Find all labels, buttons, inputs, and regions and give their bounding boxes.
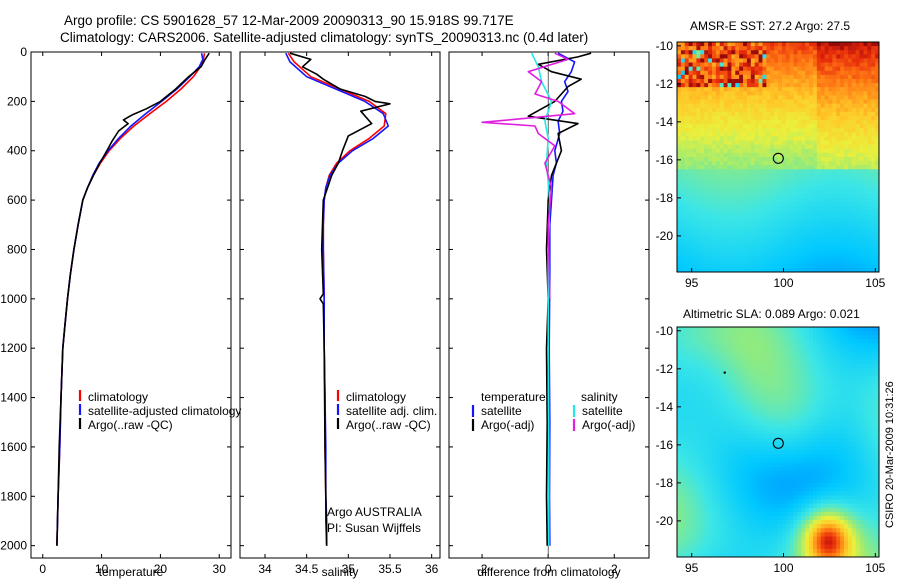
- x-tick-label: 20: [154, 562, 168, 576]
- timestamp-stamp: CSIRO 20-Mar-2009 10:31:26: [884, 381, 896, 528]
- note-text: Argo AUSTRALIA: [327, 505, 422, 519]
- legend: temperature salinitysatelliteArgo(-adj)sa…: [471, 390, 635, 432]
- y-tick-label: 2000: [0, 539, 27, 553]
- sst-map: 95 100 105 -10 -12 -14 -16 -18 -20: [656, 39, 886, 290]
- legend-entry: Argo(-adj): [582, 418, 635, 432]
- x-tick-label: 10: [95, 562, 109, 576]
- y-tick-label: -18: [656, 476, 674, 490]
- map-frame: [676, 41, 880, 273]
- legend-header: salinity: [581, 390, 618, 404]
- y-tick-label: -12: [656, 77, 674, 91]
- y-tick-label: 600: [7, 193, 27, 207]
- x-axis-label: temperature: [99, 565, 164, 579]
- series-line-climatology: [287, 52, 387, 546]
- y-tick-label: 0: [20, 45, 27, 59]
- y-tick-label: -10: [656, 324, 674, 338]
- plot-frame: [239, 51, 441, 559]
- x-tick-label: 30: [213, 562, 227, 576]
- y-tick-label: 1600: [0, 440, 27, 454]
- figure-title-line1: Argo profile: CS 5901628_57 12-Mar-2009 …: [64, 13, 514, 28]
- y-tick-label: -18: [656, 191, 674, 205]
- series-line-satellite-adjusted-climatology: [56, 53, 204, 546]
- x-tick-label: 35.5: [378, 562, 402, 576]
- y-tick-label: 400: [7, 144, 27, 158]
- series-line-salinity-argo-adj-: [481, 52, 576, 299]
- series-line-temperature-satellite: [548, 52, 576, 546]
- x-tick-label: 100: [773, 561, 793, 575]
- map-frame: [676, 326, 880, 558]
- legend-entry: satellite: [582, 404, 623, 418]
- x-tick-label: 0: [545, 562, 552, 576]
- x-tick-label: 2: [611, 562, 618, 576]
- y-tick-label: 800: [7, 242, 27, 256]
- series-line-argo-raw-qc-: [56, 52, 210, 546]
- x-axis-label: salinity: [322, 565, 359, 579]
- y-tick-label: -12: [656, 362, 674, 376]
- x-tick-label: 34: [258, 562, 272, 576]
- x-tick-label: 95: [685, 561, 699, 575]
- argo-position-marker: [772, 152, 784, 164]
- y-tick-label: -20: [656, 514, 674, 528]
- y-tick-label: -10: [656, 39, 674, 53]
- y-tick-label: -14: [656, 115, 674, 129]
- y-tick-label: -16: [656, 153, 674, 167]
- sla-map-title: Altimetric SLA: 0.089 Argo: 0.021: [683, 307, 860, 321]
- x-tick-label: 95: [685, 276, 699, 290]
- legend-entry: climatology: [88, 390, 148, 404]
- sla-map: 95 100 105 -10 -12 -14 -16 -18 -20: [656, 324, 886, 575]
- legend-header: temperature: [481, 390, 546, 404]
- y-tick-label: 1000: [0, 292, 27, 306]
- y-tick-label: 200: [7, 94, 27, 108]
- plot-frame: [448, 51, 650, 559]
- legend-entry: satellite-adjusted climatology: [88, 404, 241, 418]
- series-line-temperature-argo-adj-: [527, 52, 592, 546]
- legend-entry: climatology: [346, 390, 406, 404]
- x-tick-label: 36: [425, 562, 439, 576]
- plot-frame: [30, 51, 232, 559]
- y-tick-label: -16: [656, 438, 674, 452]
- figure-title-line2: Climatology: CARS2006. Satellite-adjuste…: [60, 30, 589, 45]
- y-tick-label: -14: [656, 400, 674, 414]
- y-tick-label: -20: [656, 229, 674, 243]
- sst-map-title: AMSR-E SST: 27.2 Argo: 27.5: [690, 19, 851, 33]
- legend-entry: Argo(..raw -QC): [346, 418, 431, 432]
- y-tick-label: 1400: [0, 391, 27, 405]
- y-tick-label: 1800: [0, 489, 27, 503]
- legend-entry: satellite adj. clim.: [346, 404, 437, 418]
- island-dot: [723, 371, 726, 374]
- profile-panel-salinity: 34 34.5 35 35.5 36 salinity climatologysatelli…: [239, 51, 441, 579]
- x-tick-label: 34.5: [295, 562, 319, 576]
- x-tick-label: 105: [865, 276, 885, 290]
- x-axis-label: difference from climatology: [477, 565, 620, 579]
- x-tick-label: -2: [477, 562, 488, 576]
- series-line-argo-raw-qc-: [289, 52, 391, 546]
- series-line-satellite-adj-clim-: [285, 52, 390, 546]
- x-tick-label: 105: [865, 561, 885, 575]
- argo-position-marker: [772, 437, 784, 449]
- x-tick-label: 100: [773, 276, 793, 290]
- legend-entry: Argo(-adj): [481, 418, 534, 432]
- profile-panel-temperature: 0 10 20 30 0 200 400 600 800 1000 1200 1400 1600 1800…: [0, 45, 241, 579]
- legend-entry: satellite: [481, 404, 522, 418]
- y-tick-label: 1200: [0, 341, 27, 355]
- note-text: PI: Susan Wijffels: [327, 521, 421, 535]
- series-line-salinity-satellite: [530, 52, 553, 546]
- legend-entry: Argo(..raw -QC): [88, 418, 173, 432]
- x-tick-label: 35: [342, 562, 356, 576]
- x-tick-label: 0: [39, 562, 46, 576]
